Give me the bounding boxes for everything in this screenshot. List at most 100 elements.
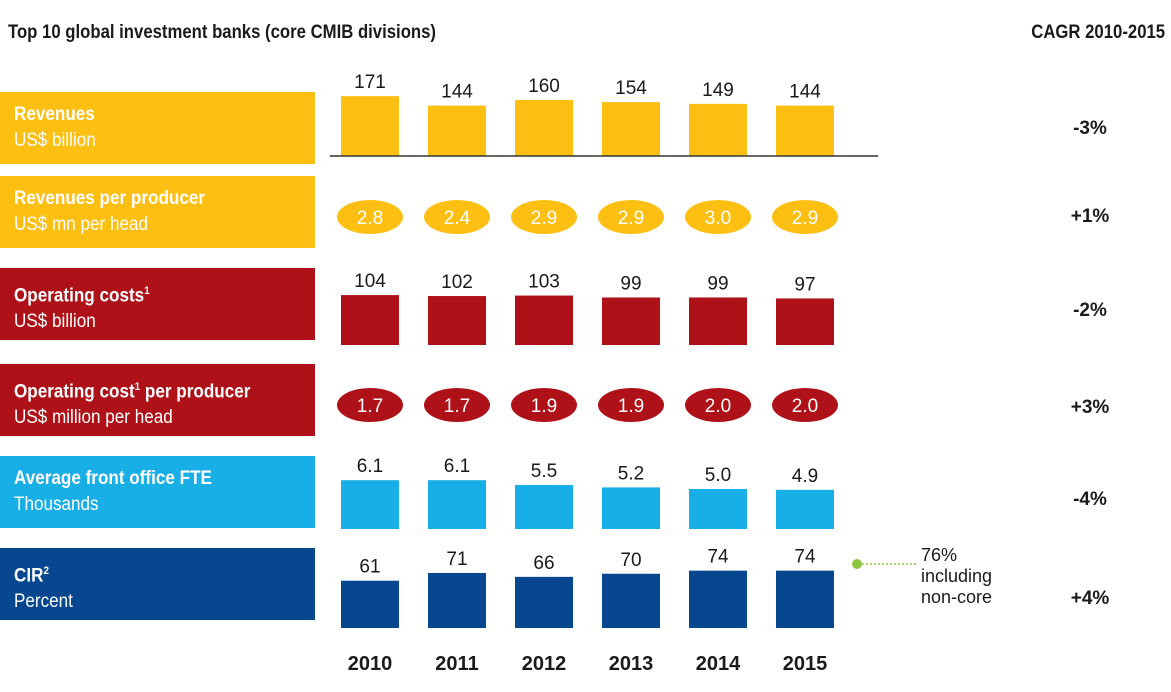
data-label: 97	[794, 274, 815, 295]
bar	[515, 576, 573, 628]
data-label: 149	[702, 80, 734, 101]
bar	[515, 100, 573, 156]
data-label: 5.5	[531, 461, 557, 482]
bar	[689, 297, 747, 345]
row-title: Operating costs	[14, 285, 145, 307]
bubble-label: 1.9	[618, 396, 644, 417]
value-bubble	[424, 388, 490, 422]
row-title: Average front office FTE	[14, 468, 212, 489]
data-label: 74	[794, 547, 816, 568]
data-label: 103	[528, 272, 560, 293]
cagr-value: -3%	[1073, 118, 1107, 139]
row-label-revenues-per-producer: Revenues per producer US$ mn per head	[0, 176, 315, 248]
row-title: Revenues	[14, 104, 95, 125]
bar	[602, 573, 660, 628]
row-title: Operating cost	[14, 381, 135, 403]
row-title: CIR	[14, 565, 44, 587]
data-label: 144	[789, 82, 821, 103]
bubble-label: 1.7	[357, 396, 383, 417]
chart-title: Top 10 global investment banks (core CMI…	[8, 22, 436, 43]
bar	[776, 570, 834, 628]
bar	[602, 297, 660, 345]
row-label-operating-cost-per-producer: Operating cost1 per producer US$ million…	[0, 364, 315, 436]
cagr-value: +1%	[1070, 206, 1110, 227]
data-label: 99	[707, 273, 728, 294]
row-label-revenues: Revenues US$ billion	[0, 92, 315, 164]
data-label: 71	[446, 549, 467, 570]
value-bubble	[772, 200, 838, 234]
year-label: 2015	[783, 653, 828, 675]
bubble-label: 2.8	[357, 208, 383, 229]
data-label: 160	[528, 76, 560, 97]
annotation-line: 76%	[921, 545, 958, 565]
data-label: 6.1	[444, 456, 470, 477]
bar	[689, 570, 747, 628]
bar	[428, 480, 486, 529]
bar	[515, 485, 573, 529]
value-bubble	[598, 388, 664, 422]
bubble-label: 1.9	[531, 396, 557, 417]
row-label-front-office-fte: Average front office FTE Thousands	[0, 456, 315, 528]
bar	[776, 489, 834, 529]
row-title-suffix: per producer	[140, 381, 251, 403]
footnote-marker: 2	[43, 565, 49, 577]
bar	[341, 96, 399, 156]
cagr-header: CAGR 2010-2015	[1031, 22, 1165, 43]
value-bubble	[598, 200, 664, 234]
annotation-line: including	[921, 566, 993, 586]
bubble-label: 3.0	[705, 208, 731, 229]
data-label: 70	[620, 550, 641, 571]
row-label-cir: CIR2 Percent	[0, 548, 315, 620]
bubble-label: 2.4	[444, 208, 471, 229]
bar	[602, 487, 660, 529]
data-label: 102	[441, 272, 473, 293]
data-label: 99	[620, 273, 641, 294]
cagr-value: -4%	[1073, 489, 1107, 510]
row-unit: US$ billion	[14, 311, 96, 333]
bar	[428, 105, 486, 156]
data-label: 5.0	[705, 465, 731, 486]
bar	[689, 103, 747, 156]
value-bubble	[685, 200, 751, 234]
bubble-label: 2.0	[705, 396, 731, 417]
bar	[428, 296, 486, 345]
bubble-label: 2.9	[792, 208, 818, 229]
cagr-value: +3%	[1070, 397, 1110, 418]
data-label: 74	[707, 547, 729, 568]
data-label: 4.9	[792, 466, 818, 487]
bar	[776, 105, 834, 156]
cagr-value: +4%	[1070, 588, 1110, 609]
row-unit: US$ million per head	[14, 407, 173, 429]
data-label: 61	[359, 557, 380, 578]
row-unit: US$ billion	[14, 130, 96, 151]
data-label: 5.2	[618, 463, 644, 484]
bar	[602, 102, 660, 156]
value-bubble	[772, 388, 838, 422]
year-label: 2012	[522, 653, 567, 675]
data-label: 144	[441, 82, 473, 103]
data-label: 66	[533, 553, 554, 574]
cagr-value: -2%	[1073, 300, 1107, 321]
annotation-line: non-core	[921, 587, 993, 607]
annotation-note: 76% including non-core	[921, 545, 992, 608]
row-unit: Thousands	[14, 494, 99, 515]
bar	[515, 295, 573, 345]
bar	[341, 580, 399, 628]
year-label: 2010	[348, 653, 393, 675]
bar	[689, 489, 747, 529]
data-label: 171	[354, 72, 386, 93]
value-bubble	[337, 200, 403, 234]
value-bubble	[511, 200, 577, 234]
bubble-label: 2.9	[618, 208, 644, 229]
data-label: 104	[354, 271, 386, 292]
year-label: 2011	[435, 653, 478, 675]
value-bubble	[685, 388, 751, 422]
year-label: 2013	[609, 653, 654, 675]
value-bubble	[424, 200, 490, 234]
row-unit: US$ mn per head	[14, 214, 149, 235]
row-unit: Percent	[14, 591, 73, 613]
value-bubble	[337, 388, 403, 422]
footnote-marker: 1	[134, 381, 141, 393]
bar	[428, 572, 486, 628]
